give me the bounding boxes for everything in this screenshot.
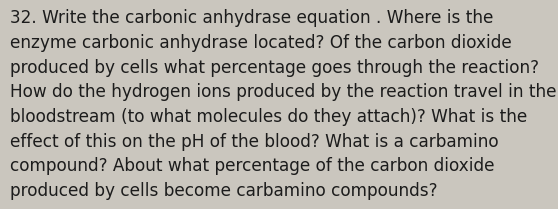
Text: produced by cells what percentage goes through the reaction?: produced by cells what percentage goes t… <box>10 59 539 77</box>
Text: produced by cells become carbamino compounds?: produced by cells become carbamino compo… <box>10 182 437 200</box>
Text: bloodstream (to what molecules do they attach)? What is the: bloodstream (to what molecules do they a… <box>10 108 527 126</box>
Text: effect of this on the pH of the blood? What is a carbamino: effect of this on the pH of the blood? W… <box>10 133 499 151</box>
Text: compound? About what percentage of the carbon dioxide: compound? About what percentage of the c… <box>10 157 494 175</box>
Text: How do the hydrogen ions produced by the reaction travel in the: How do the hydrogen ions produced by the… <box>10 83 556 101</box>
Text: 32. Write the carbonic anhydrase equation . Where is the: 32. Write the carbonic anhydrase equatio… <box>10 9 493 27</box>
Text: enzyme carbonic anhydrase located? Of the carbon dioxide: enzyme carbonic anhydrase located? Of th… <box>10 34 512 52</box>
